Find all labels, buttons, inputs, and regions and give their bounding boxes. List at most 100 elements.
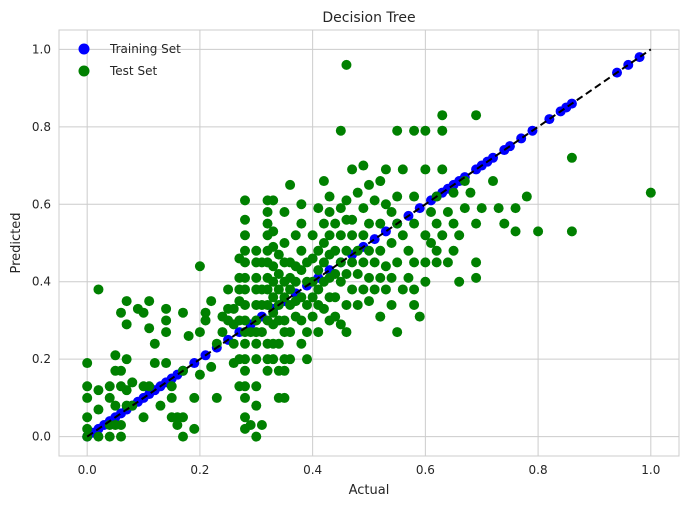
test-set-point — [347, 284, 358, 295]
test-set-point — [380, 199, 391, 210]
test-set-point — [352, 268, 363, 279]
test-set-point — [420, 257, 431, 268]
test-set-point — [240, 365, 250, 376]
test-set-point — [380, 284, 391, 295]
test-set-point — [127, 377, 138, 388]
test-set-point — [476, 203, 487, 214]
test-set-point — [82, 358, 93, 369]
test-set-point — [285, 179, 296, 190]
test-set-point — [380, 261, 391, 272]
test-set-point — [93, 404, 104, 415]
test-set-point — [262, 365, 273, 376]
test-set-point — [358, 203, 369, 214]
test-set-point — [364, 245, 374, 256]
test-set-point — [358, 160, 369, 171]
test-set-point — [313, 284, 324, 295]
test-set-point — [121, 385, 132, 396]
test-set-point — [645, 187, 656, 198]
test-set-point — [347, 257, 358, 268]
legend: Training Set Test Set — [78, 42, 181, 78]
test-set-point — [409, 125, 420, 136]
test-set-point — [431, 245, 442, 256]
test-set-point — [200, 307, 211, 318]
test-set-point — [510, 203, 521, 214]
test-set-point — [313, 265, 324, 276]
x-tick-label: 0.8 — [529, 463, 548, 477]
test-set-point — [93, 385, 104, 396]
test-set-point — [403, 245, 414, 256]
x-tick-label: 0.2 — [190, 463, 209, 477]
test-set-point — [488, 176, 498, 187]
test-set-point — [347, 164, 358, 175]
test-set-point — [347, 230, 358, 241]
test-set-point — [471, 218, 482, 229]
test-set-point — [166, 381, 177, 392]
test-set-point — [335, 276, 346, 287]
test-set-point — [324, 230, 335, 241]
test-set-point — [347, 214, 358, 225]
legend-marker-training — [78, 43, 90, 55]
test-set-point — [330, 311, 341, 322]
test-set-point — [93, 431, 104, 442]
test-set-point — [313, 245, 324, 256]
test-set-points — [82, 59, 656, 442]
x-tick-label: 0.6 — [416, 463, 435, 477]
test-set-point — [375, 311, 386, 322]
test-set-point — [228, 338, 239, 349]
x-tick-label: 0.0 — [78, 463, 97, 477]
test-set-point — [335, 125, 346, 136]
test-set-point — [121, 296, 132, 307]
test-set-point — [138, 412, 149, 423]
test-set-point — [273, 338, 284, 349]
test-set-point — [279, 238, 290, 248]
test-set-point — [318, 176, 329, 187]
test-set-point — [251, 272, 262, 283]
test-set-point — [183, 330, 194, 341]
test-set-point — [471, 272, 482, 283]
test-set-point — [341, 299, 352, 310]
test-set-point — [375, 176, 386, 187]
test-set-point — [307, 292, 318, 303]
test-set-point — [144, 381, 155, 392]
test-set-point — [465, 187, 476, 198]
test-set-point — [161, 303, 172, 314]
test-set-point — [442, 207, 453, 218]
test-set-point — [420, 125, 431, 136]
test-set-point — [437, 164, 448, 175]
test-set-point — [273, 284, 284, 295]
test-set-point — [256, 420, 267, 431]
y-tick-label: 0.6 — [32, 197, 51, 211]
test-set-point — [454, 276, 465, 287]
test-set-point — [409, 218, 420, 229]
test-set-point — [268, 354, 279, 365]
test-set-point — [330, 218, 341, 229]
test-set-point — [403, 272, 414, 283]
test-set-point — [341, 195, 352, 206]
test-set-point — [437, 125, 448, 136]
test-set-point — [324, 207, 335, 218]
test-set-point — [104, 381, 115, 392]
test-set-point — [392, 257, 403, 268]
test-set-point — [307, 253, 318, 264]
test-set-point — [116, 431, 126, 442]
test-set-point — [251, 354, 262, 365]
test-set-point — [211, 392, 222, 403]
test-set-point — [240, 195, 250, 206]
test-set-point — [194, 261, 205, 272]
test-set-point — [318, 238, 329, 248]
test-set-point — [352, 187, 363, 198]
test-set-point — [200, 315, 211, 326]
test-set-point — [290, 276, 301, 287]
test-set-point — [420, 164, 431, 175]
test-set-point — [397, 164, 408, 175]
test-set-point — [155, 400, 166, 411]
test-set-point — [566, 226, 577, 237]
test-set-point — [251, 400, 262, 411]
test-set-point — [240, 284, 250, 295]
test-set-point — [240, 354, 250, 365]
legend-marker-test — [78, 65, 90, 77]
test-set-point — [121, 354, 132, 365]
test-set-point — [426, 238, 436, 248]
test-set-point — [178, 307, 188, 318]
